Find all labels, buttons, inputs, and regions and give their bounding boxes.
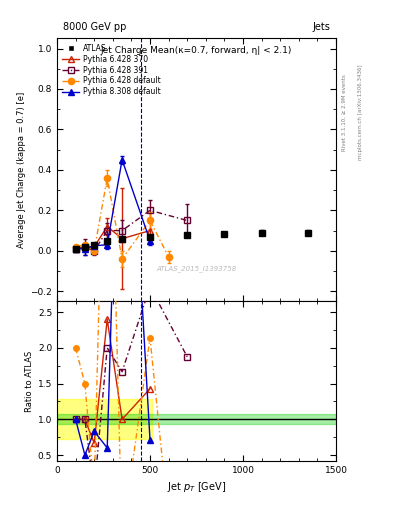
Text: Jet Charge Mean(κ=0.7, forward, η| < 2.1): Jet Charge Mean(κ=0.7, forward, η| < 2.1…: [101, 46, 292, 55]
Text: 8000 GeV pp: 8000 GeV pp: [62, 22, 126, 32]
X-axis label: Jet $p_T$ [GeV]: Jet $p_T$ [GeV]: [167, 480, 226, 494]
Text: Rivet 3.1.10, ≥ 2.9M events: Rivet 3.1.10, ≥ 2.9M events: [342, 74, 347, 151]
Y-axis label: Average Jet Charge (kappa = 0.7) [e]: Average Jet Charge (kappa = 0.7) [e]: [17, 92, 26, 248]
Text: Jets: Jets: [312, 22, 331, 32]
Text: mcplots.cern.ch [arXiv:1306.3436]: mcplots.cern.ch [arXiv:1306.3436]: [358, 65, 363, 160]
Legend: ATLAS, Pythia 6.428 370, Pythia 6.428 391, Pythia 6.428 default, Pythia 8.308 de: ATLAS, Pythia 6.428 370, Pythia 6.428 39…: [61, 42, 162, 98]
Text: ATLAS_2015_I1393758: ATLAS_2015_I1393758: [156, 265, 237, 271]
Y-axis label: Ratio to ATLAS: Ratio to ATLAS: [25, 351, 33, 412]
